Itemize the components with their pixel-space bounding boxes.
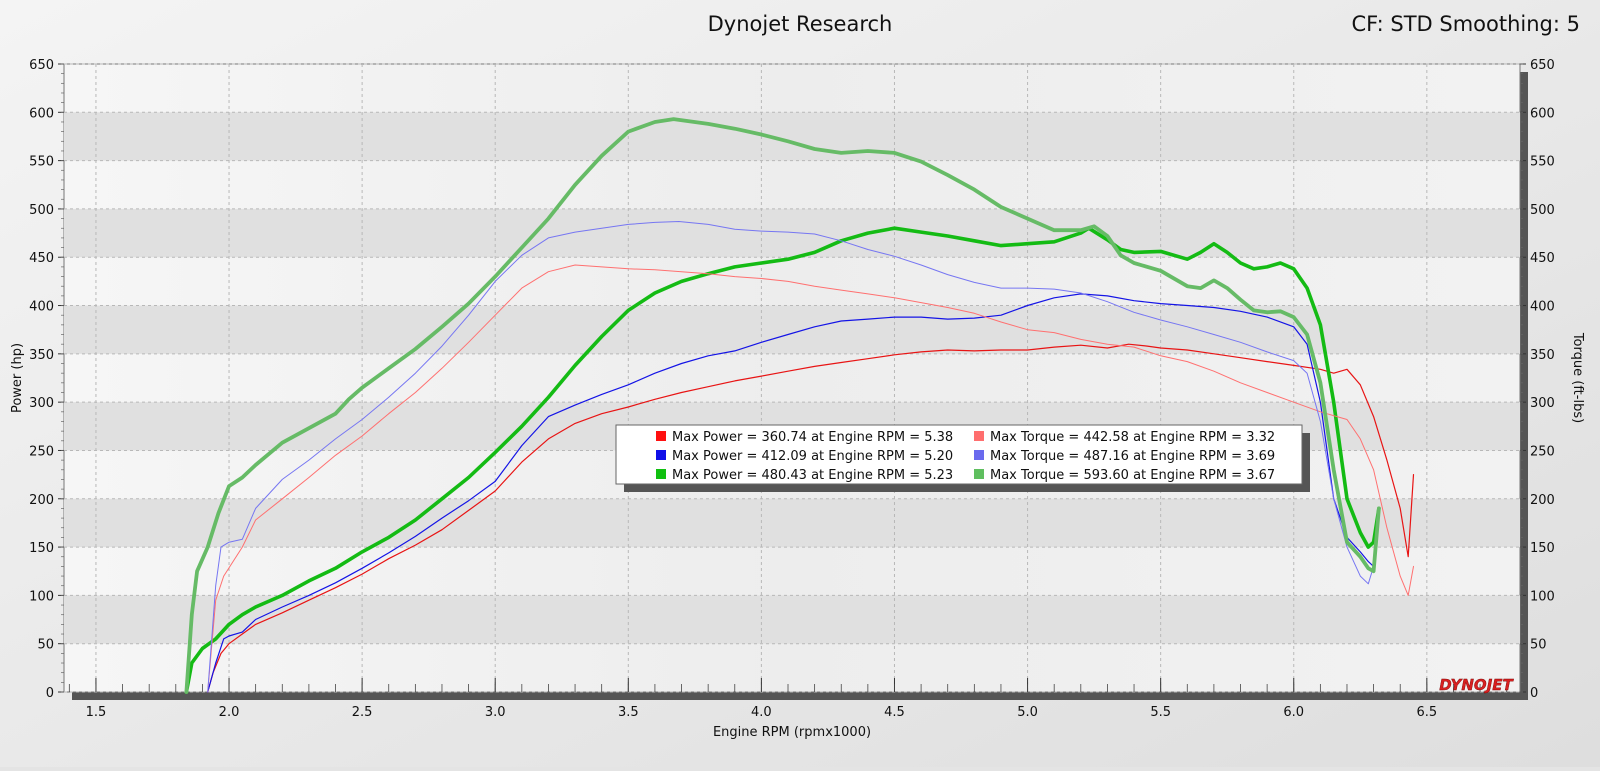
legend-swatch: [656, 431, 666, 441]
legend-entry: Max Torque = 593.60 at Engine RPM = 3.67: [990, 468, 1275, 483]
legend-swatch: [974, 431, 984, 441]
y-tick-label-left: 50: [37, 638, 54, 653]
y-axis-right: 0 50 100 150 200 250 300 350 400 450 500 550 600 650: [1520, 58, 1555, 701]
x-tick-label: 6.0: [1283, 705, 1304, 720]
plot-band: [64, 498, 1520, 548]
x-tick-label: 4.0: [751, 705, 772, 720]
legend-entry: Max Power = 480.43 at Engine RPM = 5.23: [672, 468, 953, 483]
y-tick-label-right: 150: [1530, 541, 1555, 556]
x-tick-label: 2.5: [352, 705, 373, 720]
y-tick-label-right: 300: [1530, 396, 1555, 411]
settings-label: CF: STD Smoothing: 5: [1352, 12, 1580, 36]
y-axis-label-right: Torque (ft-lbs): [1570, 332, 1585, 423]
legend-swatch: [974, 469, 984, 479]
plot-area: [63, 63, 1521, 693]
x-axis-label: Engine RPM (rpmx1000): [713, 725, 871, 740]
y-tick-label-left: 600: [29, 106, 54, 121]
y-tick-label-left: 550: [29, 155, 54, 170]
legend: Max Power = 360.74 at Engine RPM = 5.38 M…: [615, 424, 1310, 492]
y-tick-label-left: 100: [29, 589, 54, 604]
y-tick-label-left: 400: [29, 300, 54, 315]
y-tick-label-right: 500: [1530, 203, 1555, 218]
y-axis-label-left: Power (hp): [10, 343, 25, 413]
series-line-power-1: [207, 343, 1415, 693]
x-tick-label: 4.5: [884, 705, 905, 720]
series-line-torque-5: [207, 221, 1375, 693]
y-tick-label-right: 250: [1530, 444, 1555, 459]
plot-band: [64, 595, 1520, 644]
x-tick-label: 3.0: [485, 705, 506, 720]
legend-entry: Max Power = 360.74 at Engine RPM = 5.38: [672, 430, 953, 445]
plot-bands: [64, 112, 1520, 644]
x-tick-label: 2.0: [219, 705, 240, 720]
y-tick-label-left: 300: [29, 396, 54, 411]
x-tick-label: 1.5: [86, 705, 107, 720]
x-tick-label: 6.5: [1416, 705, 1437, 720]
x-tick-label: 5.0: [1017, 705, 1038, 720]
x-tick-label: 3.5: [618, 705, 639, 720]
y-axis-left: 0 50 100 150 200 250 300 350 400 450 500 550 600 650: [29, 58, 64, 701]
y-tick-label-right: 100: [1530, 589, 1555, 604]
legend-entry: Max Power = 412.09 at Engine RPM = 5.20: [672, 449, 953, 464]
legend-box: [615, 424, 1303, 485]
dynojet-logo: DYNOJET: [1439, 676, 1514, 694]
y-tick-label-left: 350: [29, 348, 54, 363]
y-tick-label-right: 550: [1530, 155, 1555, 170]
y-tick-label-left: 0: [46, 686, 54, 701]
legend-entry: Max Torque = 487.16 at Engine RPM = 3.69: [990, 449, 1275, 464]
series-lines: [184, 117, 1415, 694]
y-tick-label-right: 350: [1530, 348, 1555, 363]
y-tick-label-left: 200: [29, 493, 54, 508]
series-line-torque-6: [184, 117, 1381, 694]
y-tick-label-right: 200: [1530, 493, 1555, 508]
y-tick-label-left: 500: [29, 203, 54, 218]
chart-title: Dynojet Research: [708, 12, 893, 36]
y-tick-label-right: 50: [1530, 638, 1547, 653]
y-tick-label-right: 650: [1530, 58, 1555, 73]
y-tick-label-right: 400: [1530, 300, 1555, 315]
x-tick-label: 5.5: [1150, 705, 1171, 720]
legend-swatch: [656, 450, 666, 460]
y-tick-label-left: 150: [29, 541, 54, 556]
x-axis: 1.5 2.0 2.5 3.0 3.5 4.0 4.5 5.0 5.5 6.0 6.5: [68, 678, 1508, 720]
plot-band: [64, 208, 1520, 258]
plot-band: [64, 112, 1520, 161]
series-line-power-3: [184, 226, 1381, 694]
plot-band: [64, 305, 1520, 354]
y-tick-label-right: 450: [1530, 251, 1555, 266]
y-tick-label-left: 250: [29, 444, 54, 459]
y-tick-label-right: 600: [1530, 106, 1555, 121]
y-tick-label-left: 650: [29, 58, 54, 73]
series-line-power-2: [207, 293, 1375, 693]
y-tick-label-right: 0: [1530, 686, 1538, 701]
y-tick-label-left: 450: [29, 251, 54, 266]
legend-entry: Max Torque = 442.58 at Engine RPM = 3.32: [990, 430, 1275, 445]
legend-swatch: [656, 469, 666, 479]
legend-swatch: [974, 450, 984, 460]
series-line-torque-4: [207, 264, 1414, 693]
